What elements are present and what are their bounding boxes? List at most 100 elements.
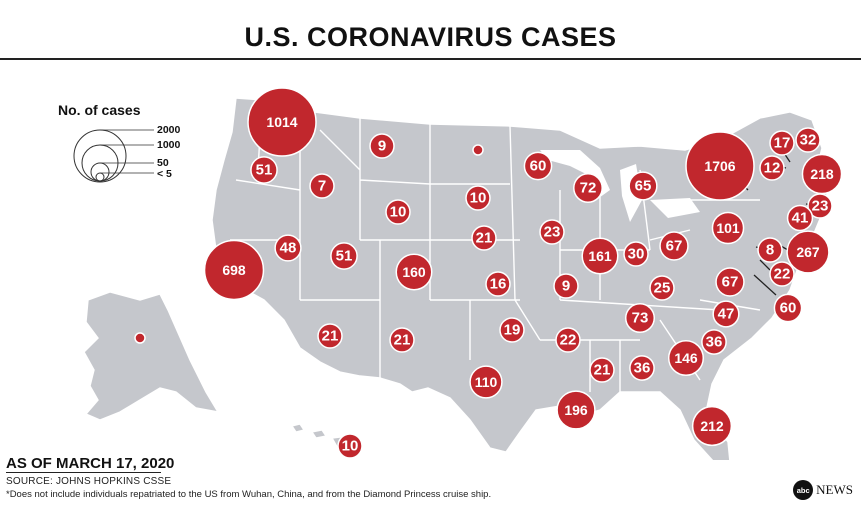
bubble-georgia <box>667 339 705 377</box>
bubble-illinois <box>581 237 619 275</box>
page-title: U.S. CORONAVIRUS CASES <box>244 22 617 52</box>
case-count-kansas: 16 <box>490 276 507 293</box>
great-lakes-shape <box>540 150 700 222</box>
bubble-ohio <box>659 231 689 261</box>
case-count-colorado: 160 <box>402 264 426 280</box>
as-of-date: AS OF MARCH 17, 2020 <box>6 455 175 472</box>
case-count-missouri: 9 <box>562 278 570 295</box>
case-count-utah: 51 <box>336 248 353 265</box>
case-count-idaho: 7 <box>318 178 326 195</box>
case-count-hawaii: 10 <box>342 438 359 455</box>
case-count-montana: 9 <box>378 138 386 155</box>
bubble-montana <box>369 133 395 159</box>
case-count-oklahoma: 19 <box>504 322 521 339</box>
case-count-washington: 1014 <box>266 114 297 130</box>
bubble-tennessee <box>624 302 656 334</box>
bubble-north-carolina <box>712 300 740 328</box>
leader-dc <box>753 274 777 296</box>
bubble-oklahoma <box>499 317 525 343</box>
case-count-nevada: 48 <box>280 240 297 257</box>
bubble-wyoming <box>385 199 411 225</box>
case-count-new-jersey: 267 <box>796 244 820 260</box>
bubble-nebraska <box>471 225 497 251</box>
bubble-california <box>203 239 265 301</box>
bubble-indiana <box>623 241 649 267</box>
bubble-south-dakota <box>465 185 491 211</box>
legend-circle-2000 <box>73 129 127 183</box>
footnote: *Does not include individuals repatriate… <box>6 489 492 500</box>
case-count-minnesota: 60 <box>530 158 547 175</box>
leader-md <box>759 259 771 271</box>
bubble-louisiana <box>556 390 596 430</box>
bubble-connecticut <box>786 204 814 232</box>
legend-circle-5 <box>95 172 105 182</box>
case-count-arkansas: 22 <box>560 332 577 349</box>
case-count-texas: 110 <box>475 374 498 390</box>
bubble-south-carolina <box>701 329 727 355</box>
bubble-alaska <box>134 332 146 344</box>
case-count-tennessee: 73 <box>632 310 649 327</box>
case-count-illinois: 161 <box>588 248 612 264</box>
case-count-georgia: 146 <box>674 350 698 366</box>
case-count-maine: 32 <box>800 132 817 149</box>
bubble-utah <box>330 242 358 270</box>
case-count-florida: 212 <box>700 418 724 434</box>
bubble-vermont <box>759 155 785 181</box>
bubble-hawaii <box>337 433 363 459</box>
bubble-delaware <box>757 237 783 263</box>
case-count-south-carolina: 36 <box>706 334 723 351</box>
case-count-nebraska: 21 <box>476 230 493 247</box>
bubble-wisconsin <box>573 173 603 203</box>
bubble-new-mexico <box>389 327 415 353</box>
case-count-indiana: 30 <box>628 246 645 263</box>
title-divider <box>0 58 861 60</box>
legend-label: 2000 <box>157 124 181 136</box>
case-count-iowa: 23 <box>544 224 561 241</box>
case-count-california: 698 <box>222 262 246 278</box>
bubble-minnesota <box>523 151 553 181</box>
case-count-rhode-island: 23 <box>812 198 829 215</box>
bubble-mississippi <box>589 357 615 383</box>
bubble-colorado <box>395 253 433 291</box>
bubble-pennsylvania <box>711 211 745 245</box>
bubble-texas <box>469 365 503 399</box>
bubble-new-jersey <box>786 230 830 274</box>
bubble-new-york <box>685 131 755 201</box>
bubble-iowa <box>539 219 565 245</box>
bubble-new-hampshire <box>769 130 795 156</box>
legend-label: 50 <box>157 157 169 169</box>
case-count-kentucky: 25 <box>654 280 671 297</box>
bubble-kentucky <box>649 275 675 301</box>
case-count-michigan: 65 <box>635 178 652 195</box>
case-count-new-york: 1706 <box>704 158 735 174</box>
bubble-idaho <box>309 173 335 199</box>
case-count-north-carolina: 47 <box>718 306 735 323</box>
bubble-michigan <box>628 171 658 201</box>
case-count-pennsylvania: 101 <box>716 220 740 236</box>
bubble-district-of-columbia <box>773 293 803 323</box>
case-count-wisconsin: 72 <box>580 180 597 197</box>
bubble-north-dakota <box>472 144 484 156</box>
case-count-virginia: 67 <box>722 274 739 291</box>
legend-label: < 5 <box>157 168 172 180</box>
bubble-nevada <box>274 234 302 262</box>
bubble-washington <box>247 87 317 157</box>
case-count-delaware: 8 <box>766 242 774 259</box>
bubble-kansas <box>485 271 511 297</box>
legend-size-key: 2000 1000 50 < 5 <box>73 124 181 183</box>
case-count-connecticut: 41 <box>792 210 809 227</box>
bubble-rhode-island <box>807 193 833 219</box>
abc-logo-mark: abc <box>793 480 814 500</box>
bubble-virginia <box>715 267 745 297</box>
case-count-new-hampshire: 17 <box>774 135 791 152</box>
abc-news-logo: abc NEWS <box>793 480 853 500</box>
case-count-new-mexico: 21 <box>394 332 411 349</box>
case-count-south-dakota: 10 <box>470 190 487 207</box>
bubble-florida <box>691 405 733 447</box>
case-count-vermont: 12 <box>764 160 781 177</box>
alaska-shape <box>83 291 220 421</box>
case-count-massachusetts: 218 <box>810 166 834 182</box>
bubble-arkansas <box>555 327 581 353</box>
